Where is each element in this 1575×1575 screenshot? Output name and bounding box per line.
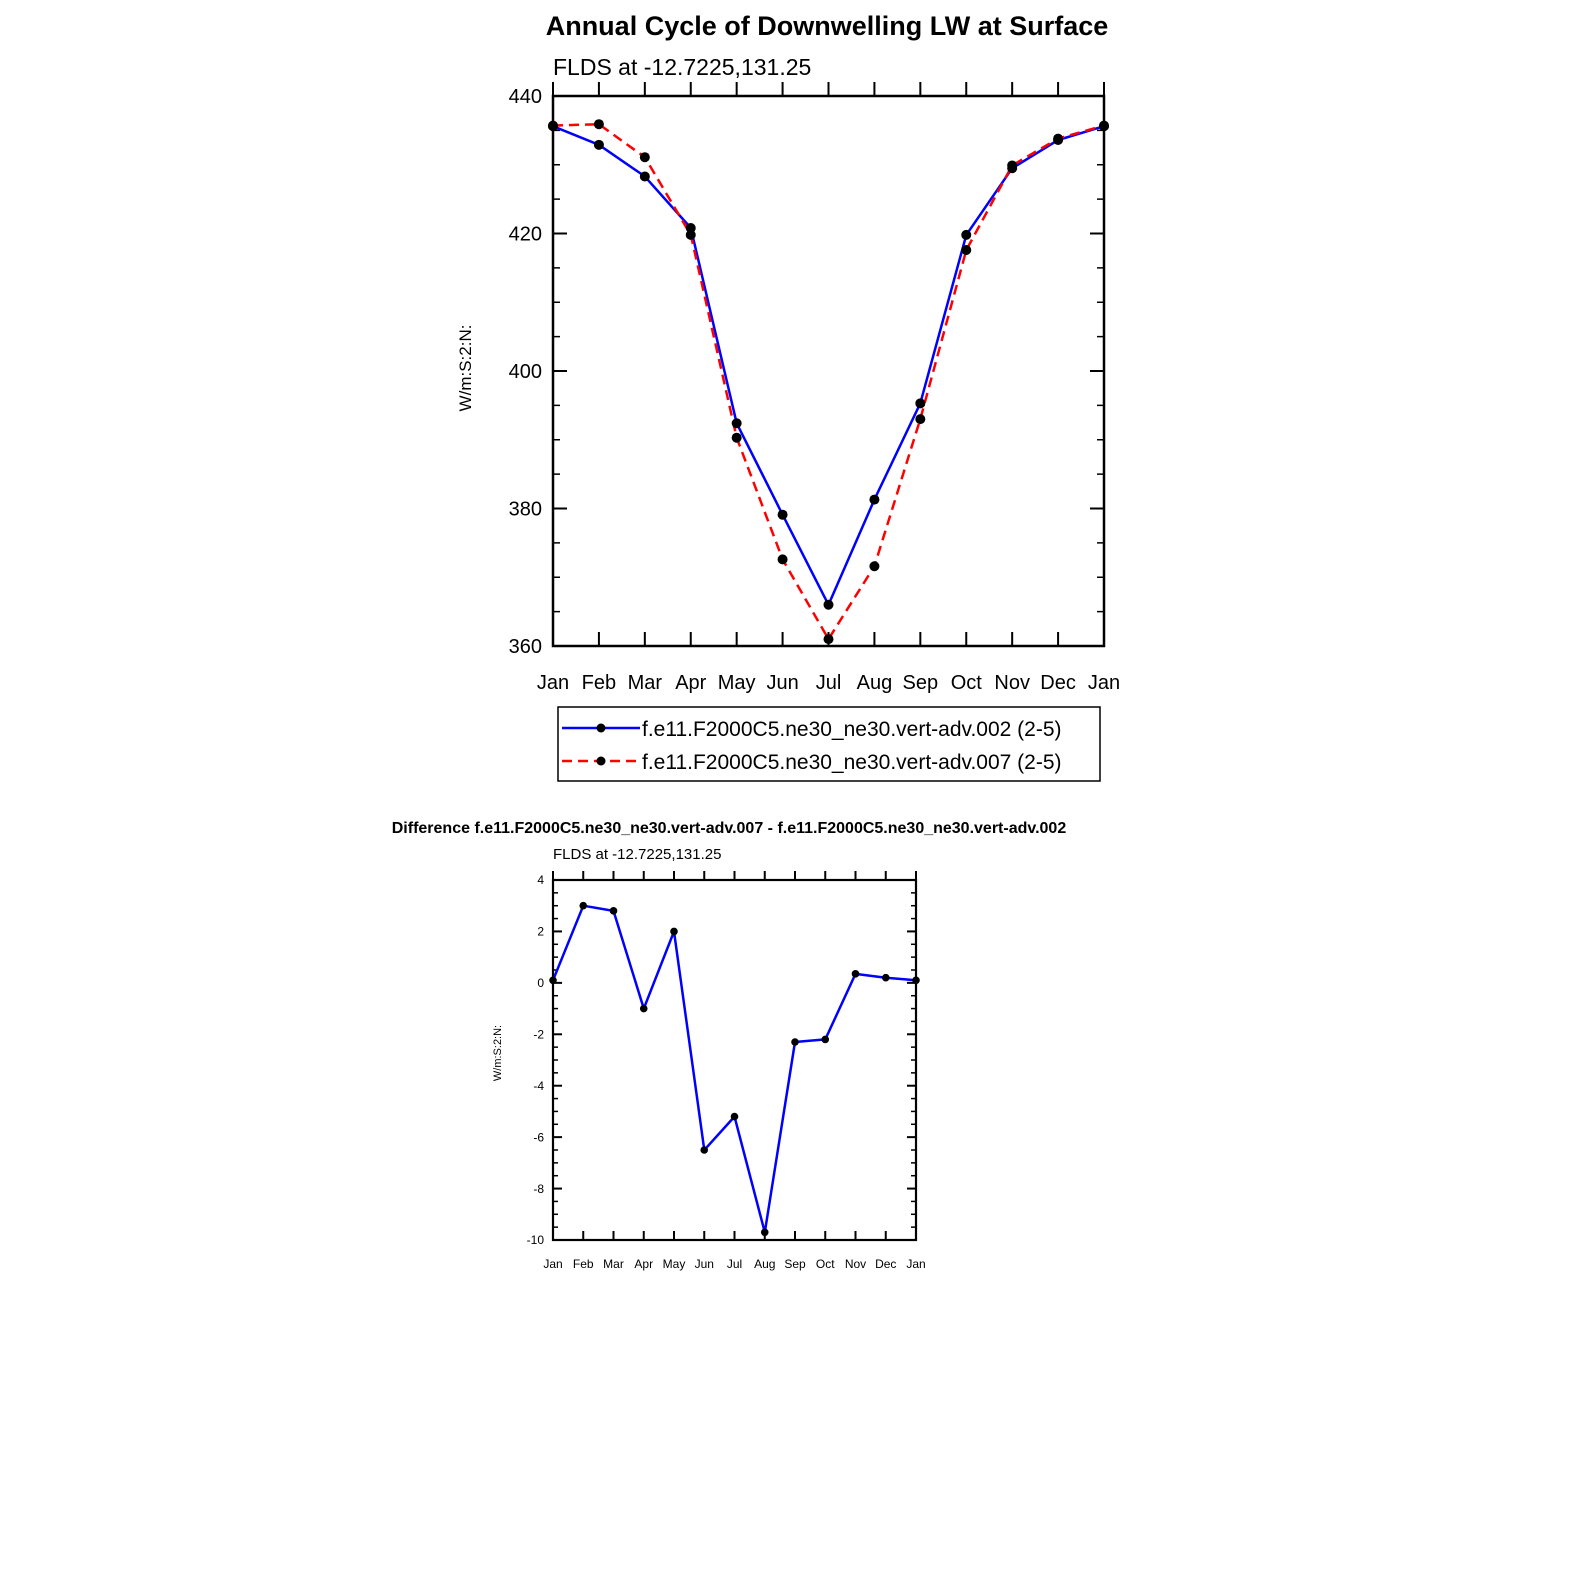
bot-x-tick-label: Jul bbox=[727, 1257, 742, 1271]
bot-series-1-point bbox=[881, 973, 890, 982]
top-x-tick-label: Jul bbox=[816, 672, 842, 694]
top-chart-subtitle: FLDS at -12.7225,131.25 bbox=[553, 54, 811, 80]
legend-box bbox=[557, 706, 1101, 782]
bot-series-1-point bbox=[670, 927, 678, 936]
top-x-tick-label: Nov bbox=[994, 672, 1030, 694]
top-y-tick-label: 400 bbox=[509, 361, 542, 383]
bot-series-line-1 bbox=[551, 904, 917, 1234]
bot-x-tick-label: Jan bbox=[543, 1257, 562, 1271]
legend-marker-series-2 bbox=[596, 756, 606, 766]
top-series-2-point bbox=[685, 229, 696, 240]
top-series-1-point bbox=[823, 599, 834, 610]
top-series-2-point bbox=[915, 414, 926, 425]
bot-y-tick-label: -8 bbox=[533, 1182, 544, 1196]
legend: f.e11.F2000C5.ne30_ne30.vert-adv.002 (2-… bbox=[557, 706, 1101, 782]
bot-x-tick-label: Jun bbox=[695, 1257, 714, 1271]
top-series-1-point bbox=[915, 398, 926, 409]
top-series-2-point bbox=[548, 120, 558, 131]
bot-y-tick-label: -4 bbox=[533, 1079, 544, 1093]
top-series-2-point bbox=[777, 554, 788, 565]
bot-series-1-point bbox=[791, 1038, 799, 1046]
bot-series-1-point bbox=[639, 1004, 648, 1013]
bot-x-tick-label: May bbox=[663, 1257, 686, 1271]
bot-x-tick-label: Aug bbox=[754, 1257, 775, 1271]
bot-series-1-point bbox=[700, 1146, 709, 1154]
top-x-tick-label: Jun bbox=[766, 672, 798, 694]
legend-marker-series-1 bbox=[596, 723, 606, 733]
bot-y-tick-label: -2 bbox=[533, 1027, 544, 1041]
top-x-tick-label: Jan bbox=[537, 672, 569, 694]
bot-x-tick-label: Oct bbox=[816, 1257, 835, 1271]
bot-x-tick-label: Mar bbox=[603, 1257, 624, 1271]
bot-series-1-point bbox=[549, 976, 557, 985]
top-x-tick-label: Sep bbox=[903, 672, 939, 694]
bot-y-tick-label: 4 bbox=[537, 873, 544, 887]
bot-x-tick-label: Apr bbox=[634, 1257, 653, 1271]
bot-series-1-point bbox=[760, 1228, 769, 1237]
top-x-tick-label: Oct bbox=[951, 672, 983, 694]
top-series-1-point bbox=[731, 418, 742, 429]
top-x-tick-label: Apr bbox=[675, 672, 706, 694]
top-series-1-point bbox=[777, 509, 788, 520]
top-y-tick-label: 380 bbox=[509, 499, 542, 521]
top-series-line-1 bbox=[552, 125, 1105, 607]
top-series-2-point bbox=[1007, 160, 1018, 171]
top-series-2-point bbox=[823, 634, 834, 645]
top-series-1-point bbox=[639, 171, 650, 182]
top-y-tick-label: 360 bbox=[509, 636, 542, 658]
bot-y-tick-label: 0 bbox=[537, 976, 544, 990]
bot-series-1-point bbox=[821, 1035, 830, 1044]
top-series-1-point bbox=[685, 223, 696, 233]
top-y-tick-label: 440 bbox=[509, 86, 542, 108]
bottom-chart-subtitle: FLDS at -12.7225,131.25 bbox=[553, 846, 721, 863]
bot-series-1-point bbox=[912, 976, 920, 985]
bot-plot-frame bbox=[551, 878, 918, 1242]
bot-y-tick-label: -6 bbox=[533, 1130, 544, 1144]
bot-x-tick-label: Sep bbox=[784, 1257, 806, 1271]
top-x-tick-label: May bbox=[718, 672, 756, 694]
top-series-2-point bbox=[1053, 133, 1064, 144]
top-plot-frame bbox=[551, 94, 1106, 648]
top-series-2-point bbox=[731, 432, 742, 443]
top-series-2-point bbox=[639, 152, 650, 163]
bottom-y-axis-label: W/m:S:2:N: bbox=[492, 1025, 504, 1081]
top-x-tick-label: Mar bbox=[628, 672, 663, 694]
bot-series-1-point bbox=[730, 1112, 739, 1121]
legend-label-series-2: f.e11.F2000C5.ne30_ne30.vert-adv.007 (2-… bbox=[642, 751, 1062, 774]
bot-y-tick-label: 2 bbox=[537, 925, 544, 939]
bot-x-tick-label: Jan bbox=[906, 1257, 925, 1271]
top-x-tick-label: Feb bbox=[582, 672, 616, 694]
top-chart-title: Annual Cycle of Downwelling LW at Surfac… bbox=[546, 11, 1109, 41]
top-x-tick-label: Jan bbox=[1088, 672, 1120, 694]
bot-series-1-point bbox=[579, 901, 588, 910]
top-x-tick-label: Aug bbox=[857, 672, 893, 694]
top-series-1-point bbox=[961, 229, 972, 240]
top-panel: Annual Cycle of Downwelling LW at Surfac… bbox=[456, 11, 1120, 694]
top-y-tick-label: 420 bbox=[509, 224, 542, 246]
top-y-axis-label: W/m:S:2:N: bbox=[456, 325, 475, 412]
bottom-panel: Difference f.e11.F2000C5.ne30_ne30.vert-… bbox=[392, 820, 1067, 1271]
bot-y-tick-label: -10 bbox=[527, 1233, 545, 1247]
top-series-2-point bbox=[593, 119, 604, 130]
top-series-1-point bbox=[593, 139, 604, 150]
top-series-2-point bbox=[961, 245, 972, 255]
top-series-line-2 bbox=[552, 122, 1105, 641]
top-x-tick-label: Dec bbox=[1040, 672, 1076, 694]
top-series-2-point bbox=[869, 561, 880, 572]
bot-x-tick-label: Dec bbox=[875, 1257, 896, 1271]
top-series-1-point bbox=[869, 494, 880, 505]
bot-series-1-point bbox=[851, 970, 860, 978]
bottom-chart-title: Difference f.e11.F2000C5.ne30_ne30.vert-… bbox=[392, 820, 1067, 837]
legend-label-series-1: f.e11.F2000C5.ne30_ne30.vert-adv.002 (2-… bbox=[642, 718, 1062, 741]
bot-series-1-point bbox=[609, 907, 618, 915]
bot-x-tick-label: Nov bbox=[845, 1257, 866, 1271]
bot-x-tick-label: Feb bbox=[573, 1257, 594, 1271]
top-series-2-point bbox=[1099, 120, 1109, 131]
